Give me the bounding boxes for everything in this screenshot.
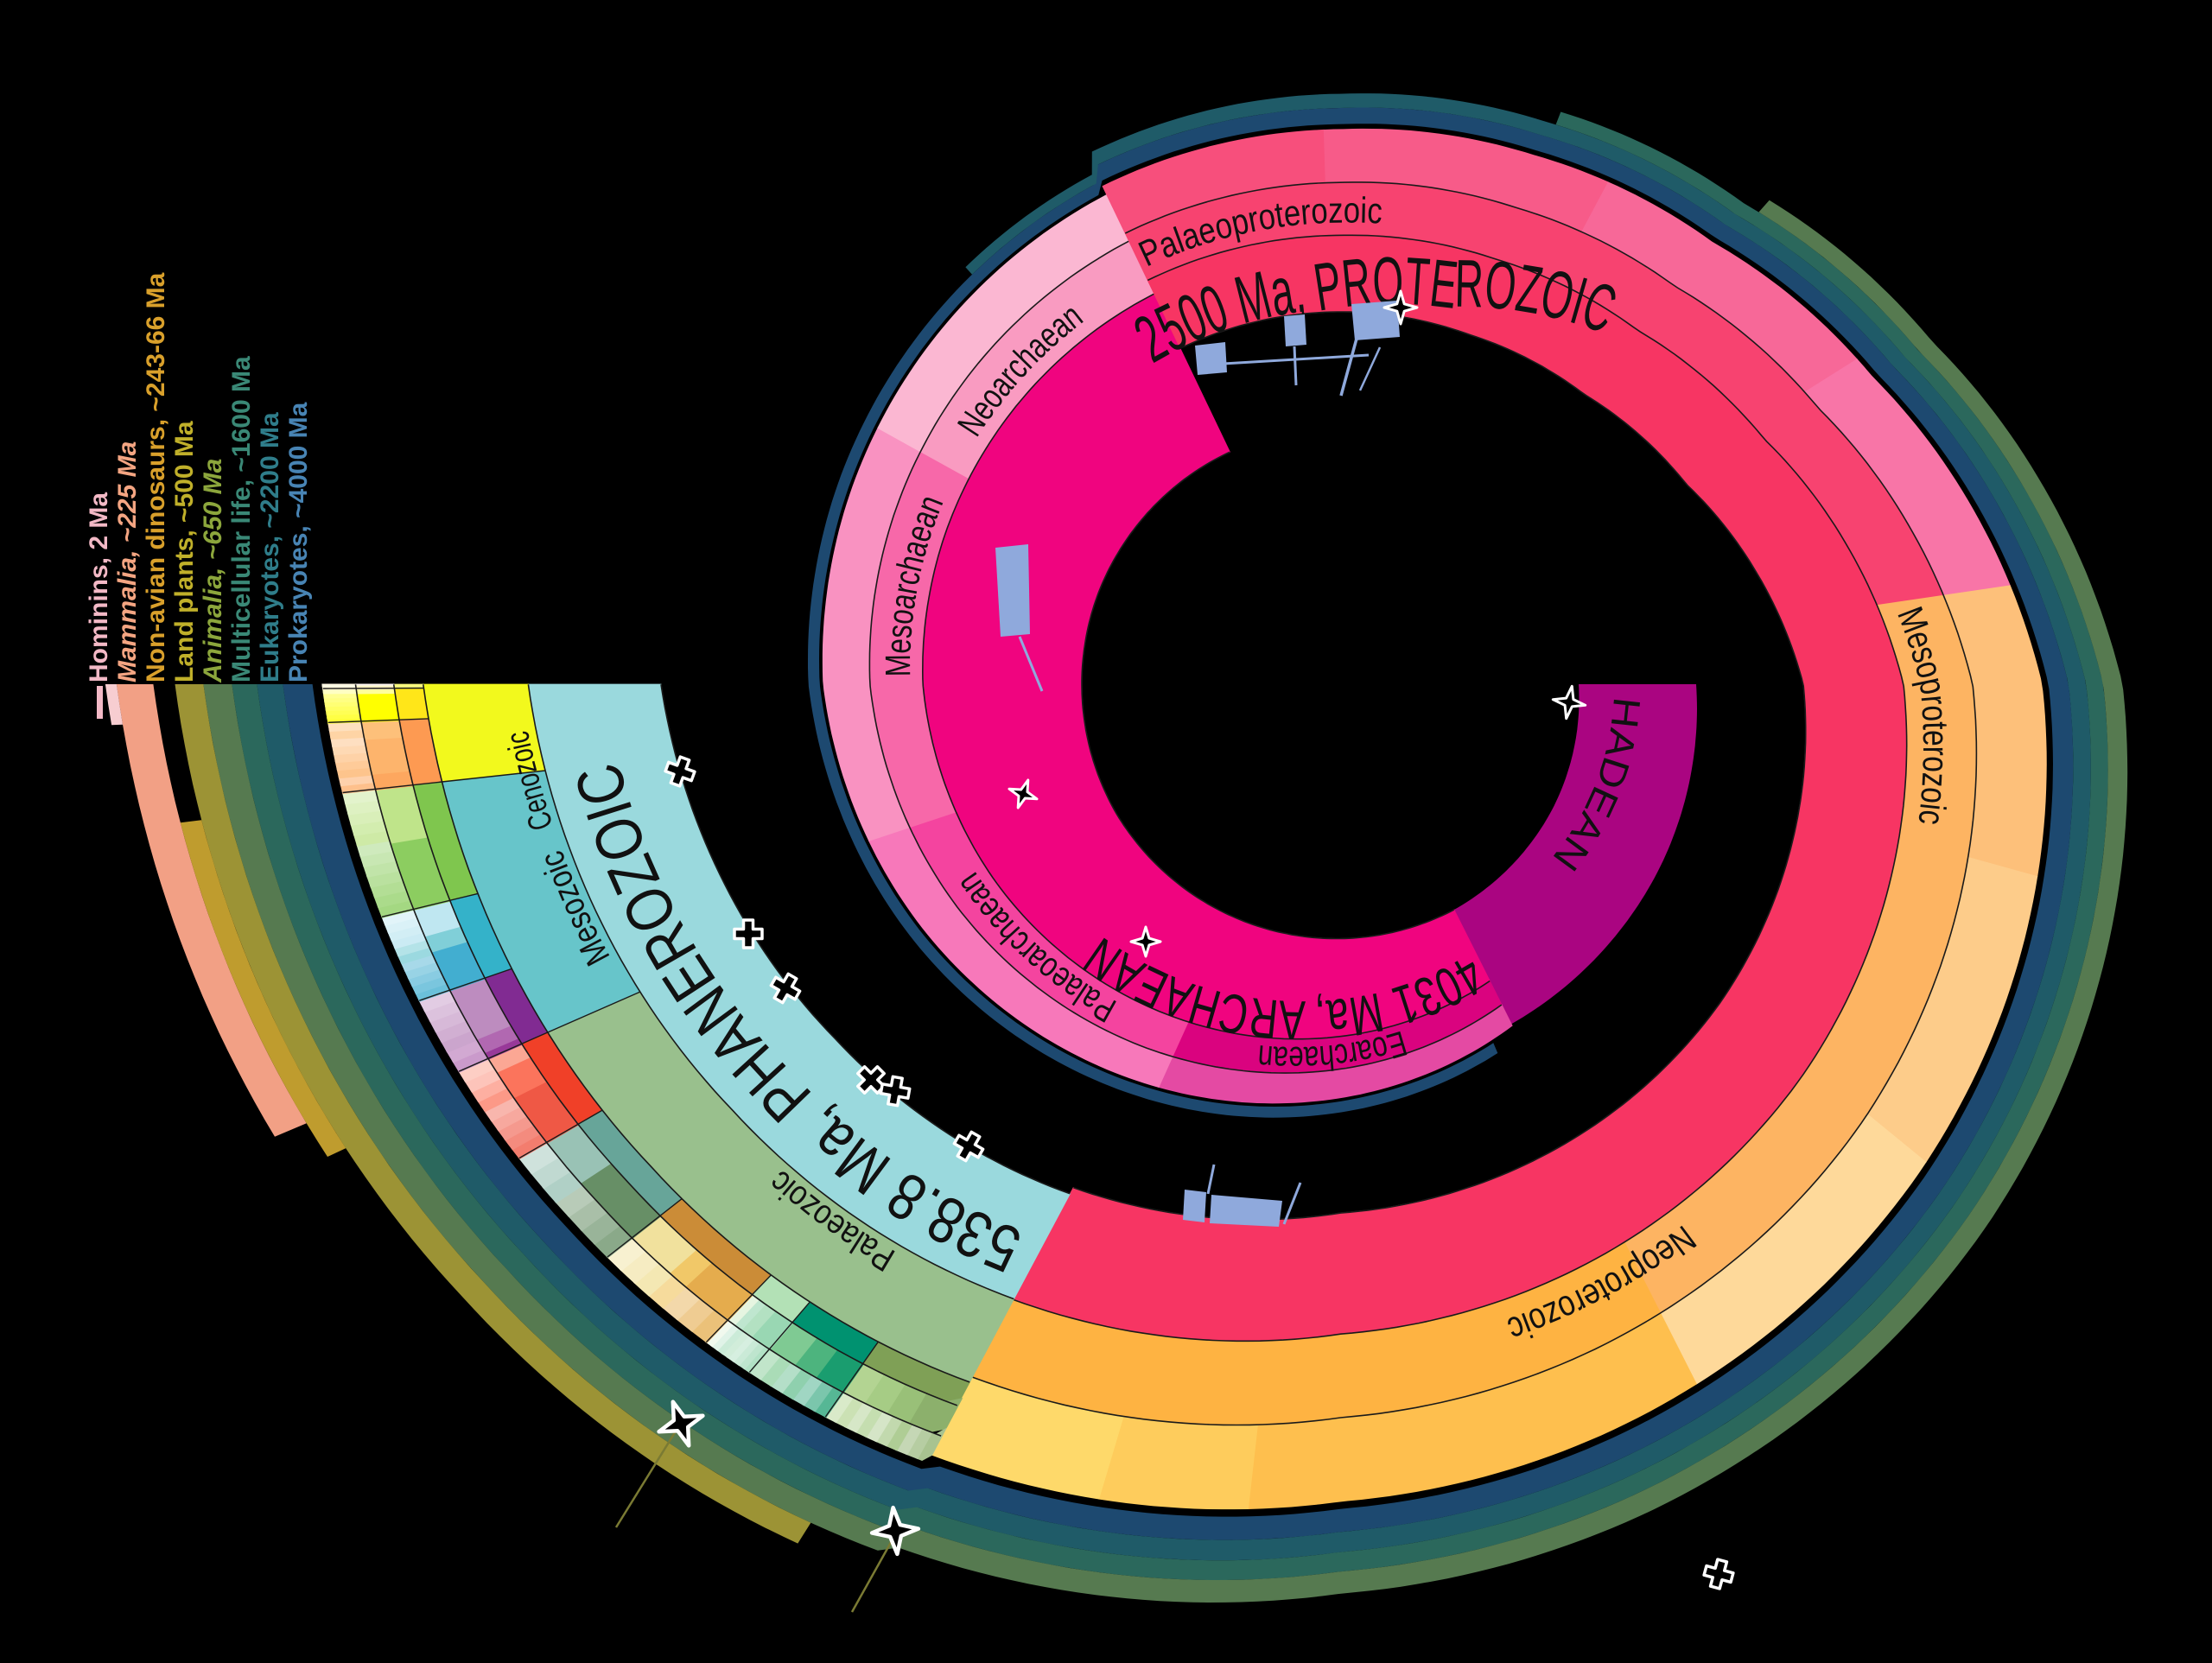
svg-text:Hominins, 2 Ma: Hominins, 2 Ma [85, 492, 113, 682]
svg-text:Mammalia, ~225 Ma: Mammalia, ~225 Ma [113, 441, 142, 682]
svg-text:Animalia, ~650 Ma: Animalia, ~650 Ma [199, 459, 227, 683]
svg-text:Eukaryotes, ~2200 Ma: Eukaryotes, ~2200 Ma [256, 412, 284, 682]
svg-text:Non-avian dinosaurs, ~243-66 M: Non-avian dinosaurs, ~243-66 Ma [142, 272, 170, 682]
svg-text:Prokaryotes, ~4000 Ma: Prokaryotes, ~4000 Ma [284, 402, 313, 682]
svg-text:Land plants, ~500 Ma: Land plants, ~500 Ma [170, 421, 199, 682]
svg-text:Multicellular life, ~1600 Ma: Multicellular life, ~1600 Ma [227, 356, 256, 682]
